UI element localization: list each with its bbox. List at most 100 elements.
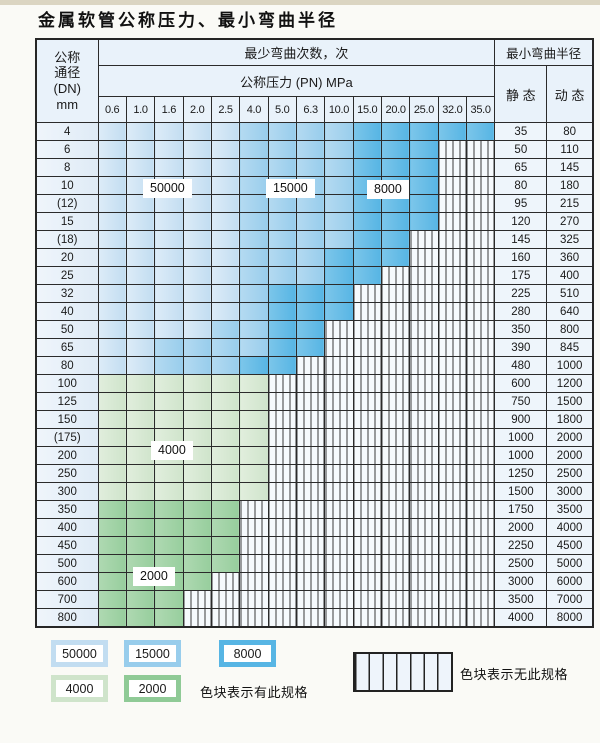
spec-cell-4000 (210, 464, 241, 483)
no-spec-cell (437, 572, 467, 591)
no-spec-cell (380, 428, 411, 447)
no-spec-cell (380, 518, 411, 537)
no-spec-cell (465, 284, 496, 303)
spec-cell-15000 (210, 320, 241, 339)
dn-cell: 65 (35, 338, 99, 357)
spec-cell-8000 (267, 302, 297, 321)
dn-cell: 50 (35, 320, 99, 339)
no-spec-cell (267, 464, 297, 483)
spec-cell-50000 (210, 122, 241, 141)
no-spec-cell (239, 590, 269, 609)
spec-cell-50000 (125, 302, 156, 321)
spec-cell-50000 (125, 122, 156, 141)
no-spec-cell (465, 392, 496, 411)
spec-cell-50000 (154, 320, 184, 339)
no-spec-cell (295, 428, 326, 447)
table-row: 4 35 80 (35, 122, 594, 141)
spec-cell-15000 (295, 140, 326, 159)
spec-cell-50000 (97, 302, 127, 321)
no-spec-cell (352, 356, 382, 375)
dn-header-line: (DN) (53, 81, 81, 96)
spec-cell-2000 (154, 590, 184, 609)
no-spec-cell (437, 302, 467, 321)
spec-cell-50000 (97, 338, 127, 357)
pressure-tick: 10.0 (324, 96, 354, 123)
no-spec-cell (295, 464, 326, 483)
static-radius-cell: 900 (494, 410, 548, 429)
spec-cell-15000 (154, 338, 184, 357)
no-spec-cell (324, 338, 354, 357)
no-spec-cell (465, 176, 496, 195)
spec-cell-15000 (239, 302, 269, 321)
static-radius-cell: 600 (494, 374, 548, 393)
spec-cell-15000 (210, 356, 241, 375)
spec-cell-2000 (182, 554, 212, 573)
static-radius-cell: 3000 (494, 572, 548, 591)
spec-cell-4000 (154, 392, 184, 411)
table-row: 6 50 110 (35, 140, 594, 159)
no-spec-cell (465, 266, 496, 285)
bend-cycles-header: 最少弯曲次数，次 (97, 38, 496, 66)
spec-cell-50000 (182, 320, 212, 339)
no-spec-cell (324, 410, 354, 429)
table-row: 150 900 1800 (35, 410, 594, 429)
no-spec-cell (295, 608, 326, 628)
dynamic-radius-cell: 5000 (546, 554, 594, 573)
no-spec-cell (352, 338, 382, 357)
no-spec-cell (409, 536, 439, 555)
no-spec-cell (409, 248, 439, 267)
spec-cell-50000 (97, 284, 127, 303)
no-spec-cell (465, 230, 496, 249)
no-spec-cell (295, 590, 326, 609)
no-spec-cell (437, 176, 467, 195)
spec-cell-50000 (154, 302, 184, 321)
table-row: (12) 95 215 (35, 194, 594, 213)
legend-swatch-label: 50000 (56, 645, 103, 662)
spec-cell-8000 (295, 302, 326, 321)
spec-cell-8000 (409, 176, 439, 195)
spec-cell-2000 (182, 500, 212, 519)
spec-cell-2000 (125, 590, 156, 609)
dn-cell: 350 (35, 500, 99, 519)
dn-cell: (12) (35, 194, 99, 213)
no-spec-cell (295, 392, 326, 411)
spec-cell-4000 (239, 446, 269, 465)
no-spec-cell (465, 320, 496, 339)
dynamic-radius-cell: 400 (546, 266, 594, 285)
static-radius-cell: 1500 (494, 482, 548, 501)
no-spec-cell (409, 608, 439, 628)
spec-cell-15000 (239, 284, 269, 303)
no-spec-cell (409, 572, 439, 591)
spec-cell-15000 (239, 320, 269, 339)
spec-cell-8000 (324, 266, 354, 285)
spec-cell-50000 (182, 212, 212, 231)
spec-cell-4000 (125, 464, 156, 483)
spec-cell-8000 (352, 266, 382, 285)
spec-cell-8000 (267, 356, 297, 375)
no-spec-cell (465, 482, 496, 501)
spec-cell-15000 (267, 266, 297, 285)
spec-cell-50000 (97, 176, 127, 195)
dynamic-radius-cell: 3500 (546, 500, 594, 519)
no-spec-cell (324, 392, 354, 411)
legend-swatch-label: 15000 (129, 645, 176, 662)
no-spec-cell (437, 428, 467, 447)
spec-cell-8000 (324, 284, 354, 303)
spec-cell-15000 (295, 230, 326, 249)
no-spec-cell (352, 428, 382, 447)
no-spec-cell (352, 392, 382, 411)
table-row: 250 1250 2500 (35, 464, 594, 483)
spec-cell-15000 (324, 212, 354, 231)
table-row: 600 3000 6000 (35, 572, 594, 591)
no-spec-cell (182, 590, 212, 609)
no-spec-cell (409, 284, 439, 303)
no-spec-cell (267, 374, 297, 393)
spec-cell-50000 (182, 194, 212, 213)
dn-cell: 250 (35, 464, 99, 483)
spec-cell-50000 (210, 284, 241, 303)
static-radius-cell: 175 (494, 266, 548, 285)
no-spec-cell (352, 482, 382, 501)
pressure-tick: 6.3 (295, 96, 326, 123)
spec-cell-50000 (97, 122, 127, 141)
